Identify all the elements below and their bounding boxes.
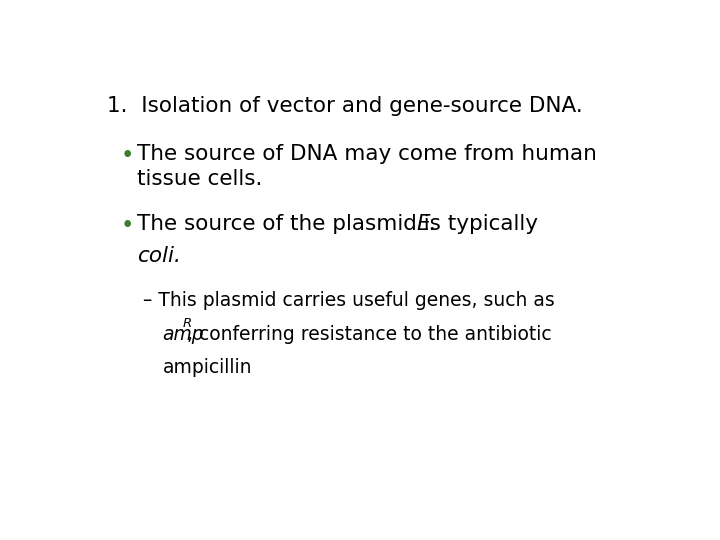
Text: R: R (182, 317, 192, 330)
Text: •: • (121, 144, 134, 167)
Text: ampicillin: ampicillin (163, 358, 252, 377)
Text: – This plasmid carries useful genes, such as: – This plasmid carries useful genes, suc… (143, 292, 554, 310)
Text: The source of the plasmid is typically: The source of the plasmid is typically (138, 214, 545, 234)
Text: •: • (121, 214, 134, 238)
Text: 1.  Isolation of vector and gene-source DNA.: 1. Isolation of vector and gene-source D… (107, 96, 582, 116)
Text: , conferring resistance to the antibiotic: , conferring resistance to the antibioti… (187, 325, 552, 343)
Text: The source of DNA may come from human
tissue cells.: The source of DNA may come from human ti… (138, 144, 598, 190)
Text: E.: E. (416, 214, 436, 234)
Text: amp: amp (163, 325, 204, 343)
Text: coli.: coli. (138, 246, 181, 266)
